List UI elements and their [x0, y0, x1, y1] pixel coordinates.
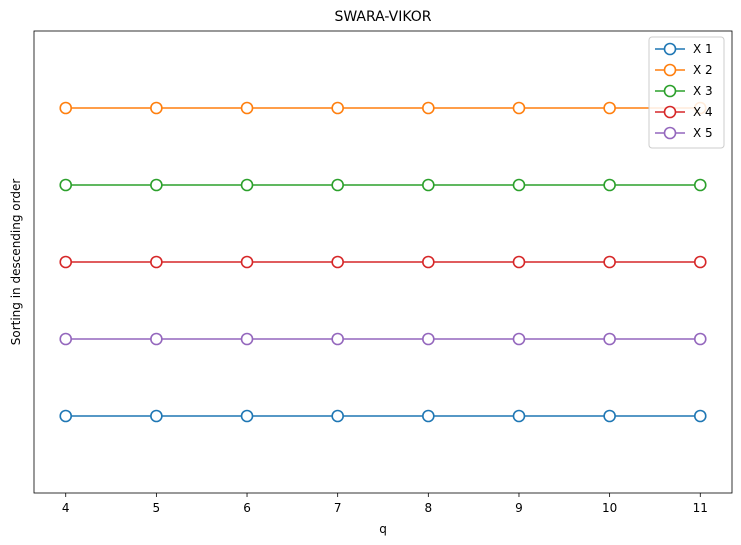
- legend-label: X 4: [693, 105, 713, 119]
- data-point: [512, 255, 526, 269]
- data-point: [331, 255, 344, 269]
- data-point: [603, 101, 616, 115]
- data-point: [59, 409, 73, 423]
- data-point: [693, 178, 707, 192]
- x-tick-label: 4: [62, 501, 70, 515]
- x-tick-label: 5: [153, 501, 161, 515]
- data-point: [603, 332, 616, 346]
- data-point: [422, 255, 435, 269]
- series-4: [59, 255, 707, 269]
- data-point: [240, 101, 254, 115]
- x-tick-label: 7: [334, 501, 342, 515]
- x-tick-label: 8: [425, 501, 433, 515]
- data-point: [422, 409, 435, 423]
- series-1: [59, 409, 707, 423]
- legend-item: X 3: [655, 84, 713, 98]
- data-point: [150, 178, 163, 192]
- x-axis-label: q: [379, 522, 387, 536]
- legend: X 1 X 2 X 3 X 4 X 5: [648, 36, 725, 149]
- x-tick-label: 11: [693, 501, 708, 515]
- legend-marker: [663, 126, 677, 140]
- data-point: [422, 332, 435, 346]
- legend-label: X 1: [693, 42, 713, 56]
- legend-marker: [663, 42, 677, 56]
- legend-item: X 2: [655, 63, 713, 77]
- x-tick-label: 6: [243, 501, 251, 515]
- series-5: [59, 332, 707, 346]
- series-layer: [59, 101, 707, 423]
- data-point: [59, 178, 73, 192]
- legend-marker: [663, 63, 677, 77]
- data-point: [59, 101, 73, 115]
- data-point: [693, 255, 707, 269]
- data-point: [59, 332, 73, 346]
- x-tick-label: 9: [515, 501, 523, 515]
- data-point: [150, 255, 163, 269]
- legend-item: X 4: [655, 105, 713, 119]
- legend-label: X 2: [693, 63, 713, 77]
- x-tick-label: 10: [602, 501, 617, 515]
- data-point: [150, 332, 163, 346]
- data-point: [240, 178, 254, 192]
- series-3: [59, 178, 707, 192]
- legend-item: X 1: [655, 42, 713, 56]
- data-point: [150, 101, 163, 115]
- data-point: [240, 409, 254, 423]
- data-point: [603, 255, 616, 269]
- data-point: [512, 332, 526, 346]
- data-point: [422, 178, 435, 192]
- data-point: [693, 409, 707, 423]
- data-point: [422, 101, 435, 115]
- data-point: [331, 409, 344, 423]
- data-point: [240, 332, 254, 346]
- legend-marker: [663, 84, 677, 98]
- legend-label: X 5: [693, 126, 713, 140]
- legend-marker: [663, 105, 677, 119]
- data-point: [603, 409, 616, 423]
- data-point: [512, 101, 526, 115]
- data-point: [512, 409, 526, 423]
- legend-item: X 5: [655, 126, 713, 140]
- data-point: [603, 178, 616, 192]
- data-point: [331, 332, 344, 346]
- legend-frame: [648, 36, 725, 149]
- data-point: [331, 101, 344, 115]
- data-point: [512, 178, 526, 192]
- chart-title: SWARA-VIKOR: [334, 9, 431, 25]
- data-point: [59, 255, 73, 269]
- x-axis-ticks: 4 5 6 7 8 9 10 11: [62, 493, 708, 515]
- data-point: [240, 255, 254, 269]
- data-point: [331, 178, 344, 192]
- data-point: [693, 332, 707, 346]
- legend-label: X 3: [693, 84, 713, 98]
- y-axis-label: Sorting in descending order: [9, 179, 23, 346]
- data-point: [150, 409, 163, 423]
